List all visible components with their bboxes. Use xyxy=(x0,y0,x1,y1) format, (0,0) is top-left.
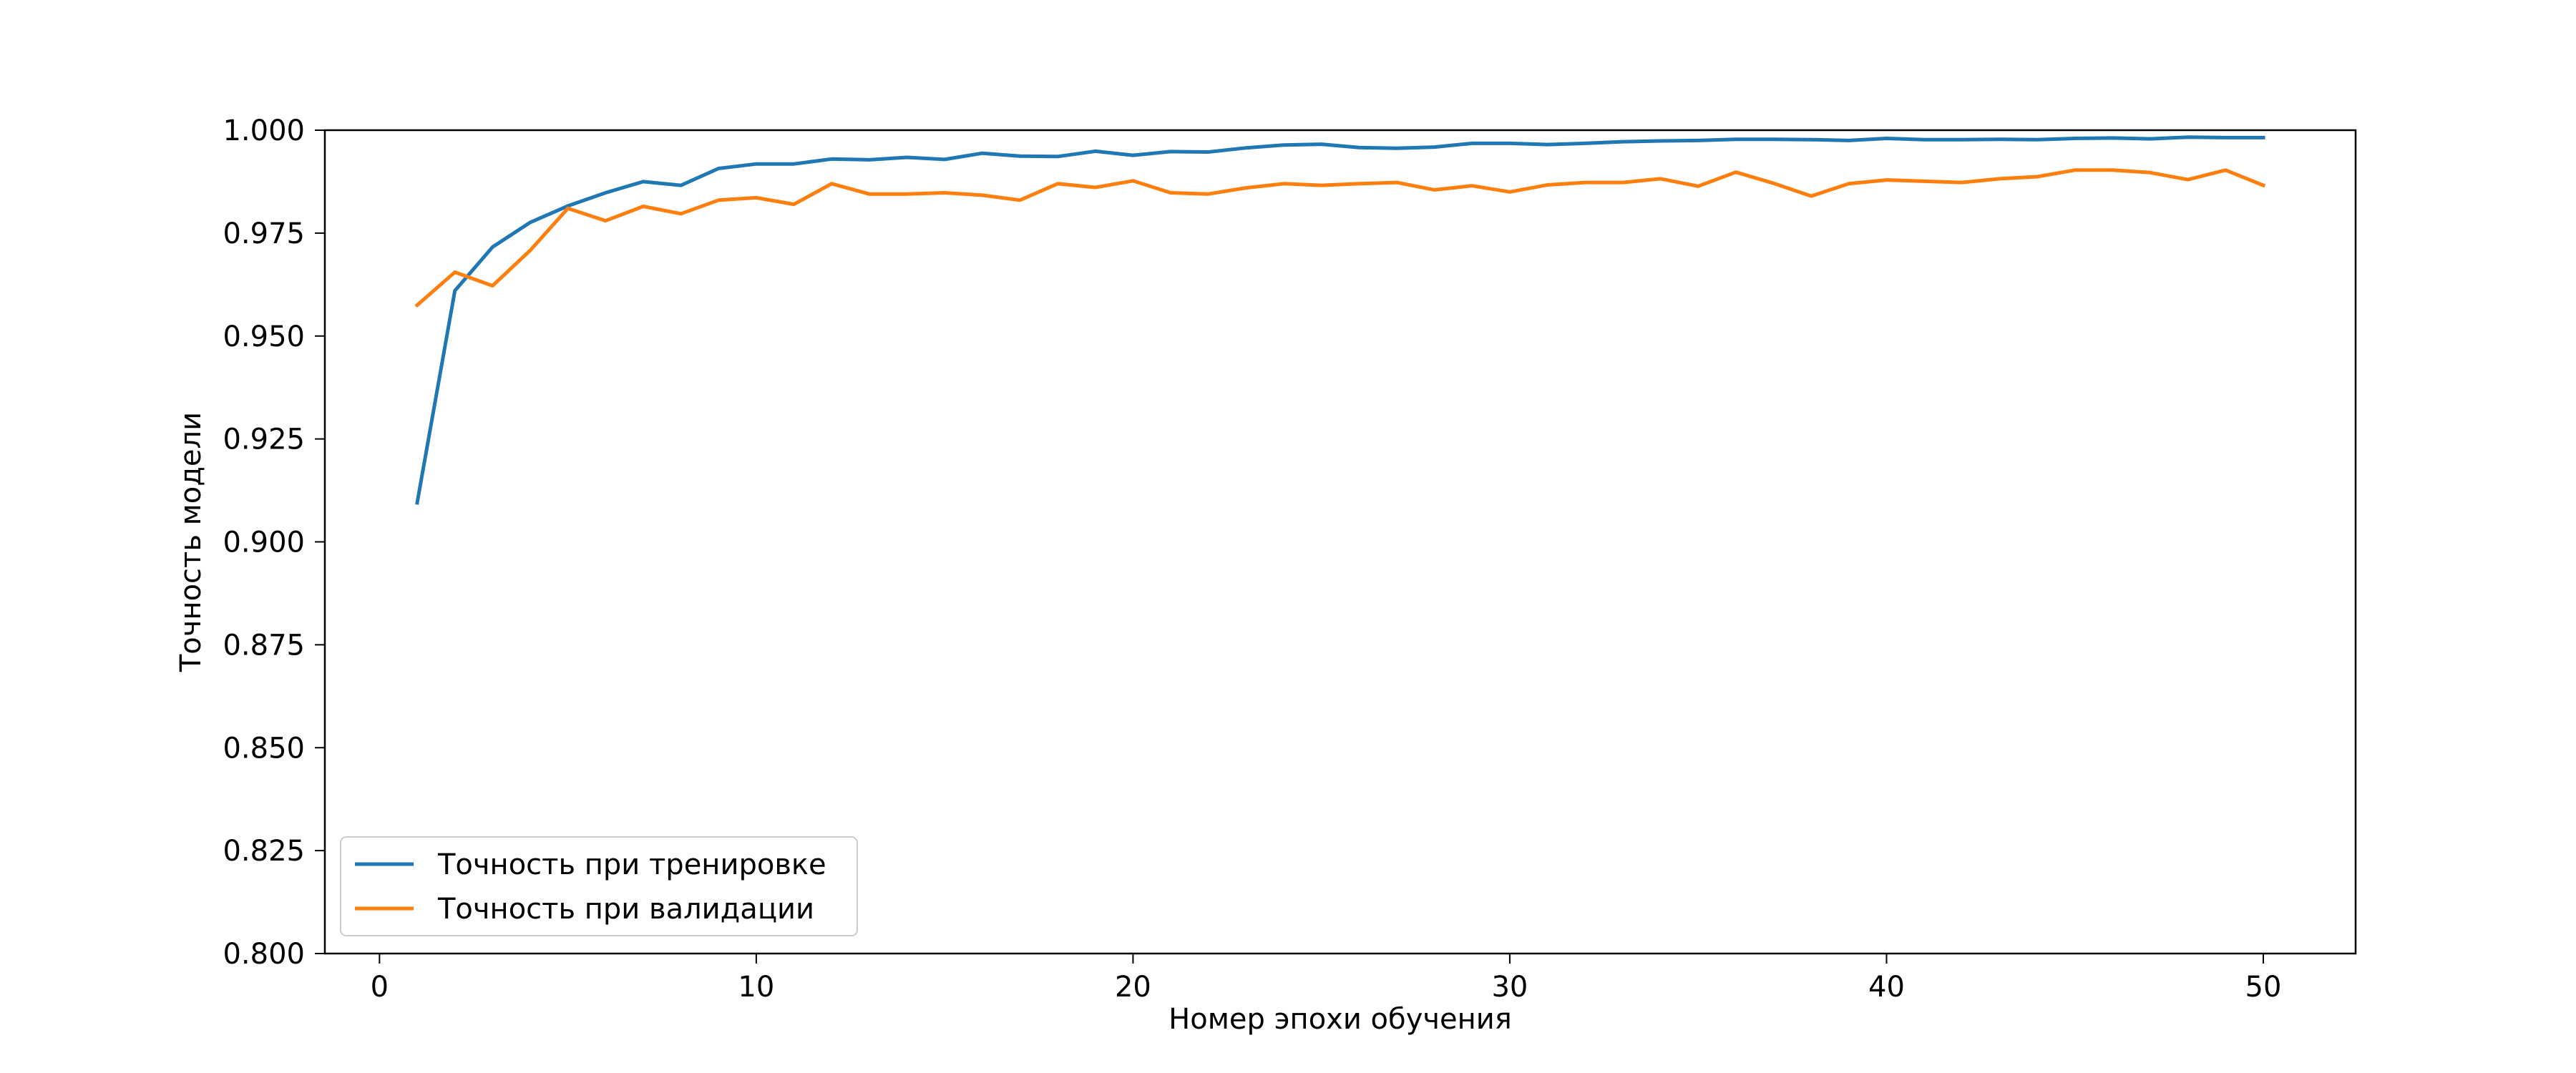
y-axis-label: Точность модели xyxy=(175,412,208,672)
y-tick-label: 1.000 xyxy=(223,114,305,147)
series-line-2 xyxy=(414,168,2266,308)
y-tick-label: 0.975 xyxy=(223,217,305,250)
series-line-1 xyxy=(415,135,2265,505)
y-tick-label: 0.800 xyxy=(223,938,305,971)
legend-box xyxy=(340,836,858,936)
x-tick-label: 0 xyxy=(371,971,389,1004)
series-layer xyxy=(414,135,2266,505)
x-tick-label: 10 xyxy=(738,971,774,1004)
y-tick-label: 0.900 xyxy=(223,526,305,559)
legend-label-1: Точность при тренировке xyxy=(437,848,826,881)
y-tick-label: 0.925 xyxy=(223,423,305,456)
x-tick-label: 40 xyxy=(1868,971,1905,1004)
x-axis-ticks: 0 10 20 30 40 50 xyxy=(371,954,2282,1004)
y-tick-label: 0.825 xyxy=(223,835,305,868)
y-tick-label: 0.850 xyxy=(223,732,305,765)
y-tick-label: 0.950 xyxy=(223,320,305,353)
y-axis-ticks: 0.800 0.825 0.850 0.875 0.900 0.925 0.950 0.975… xyxy=(223,114,325,971)
legend-label-2: Точность при валидации xyxy=(437,893,814,926)
legend: Точность при тренировке Точность при вали… xyxy=(340,836,858,936)
x-tick-label: 30 xyxy=(1491,971,1528,1004)
x-tick-label: 50 xyxy=(2245,971,2282,1004)
x-tick-label: 20 xyxy=(1115,971,1151,1004)
x-axis-label: Номер эпохи обучения xyxy=(1169,1003,1512,1036)
y-tick-label: 0.875 xyxy=(223,629,305,662)
